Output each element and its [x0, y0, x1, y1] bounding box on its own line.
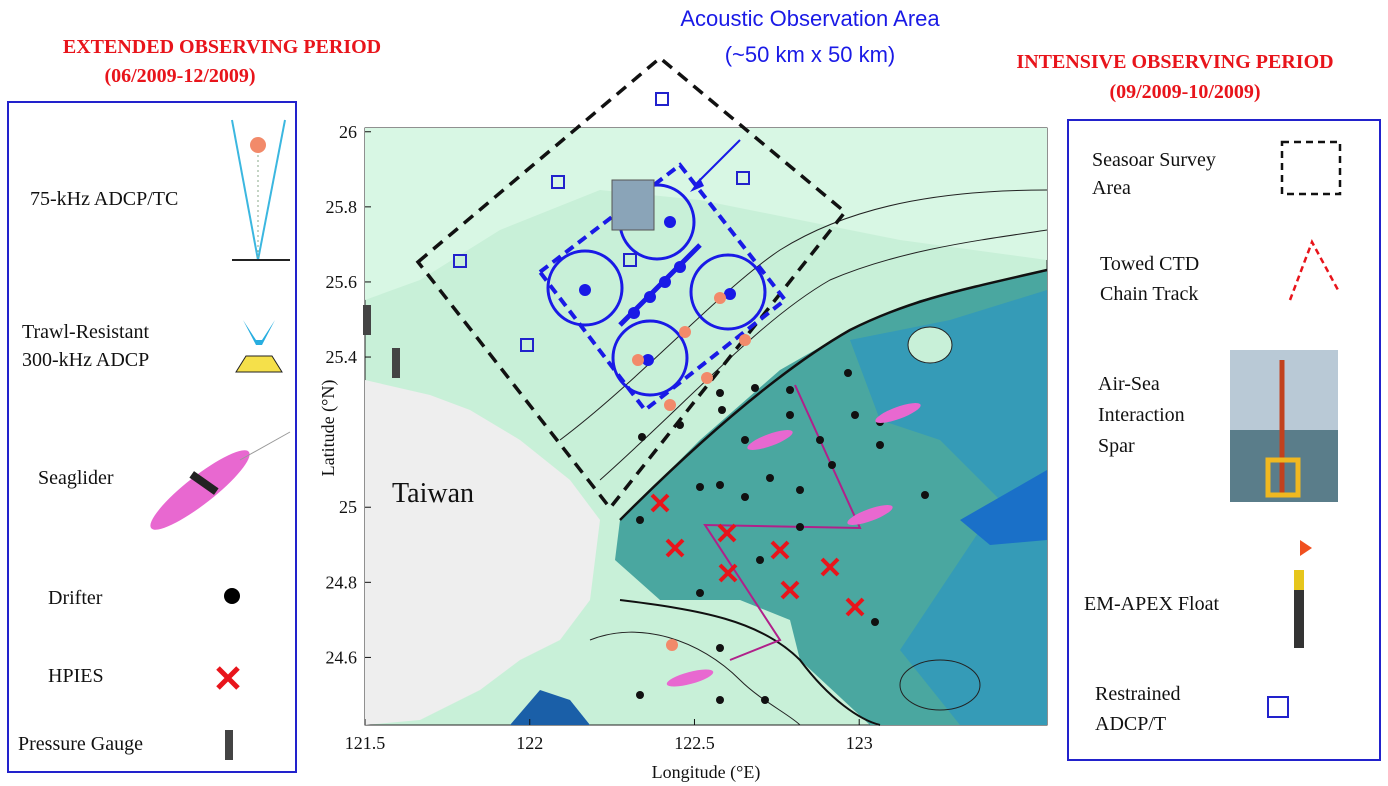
- acoustic-size: (~50 km x 50 km): [725, 42, 896, 67]
- right-period: (09/2009-10/2009): [1109, 81, 1260, 103]
- left-title: EXTENDED OBSERVING PERIOD: [63, 36, 381, 58]
- x-tick-label: 121.5: [345, 733, 386, 753]
- legend-icons: [1230, 142, 1340, 717]
- place-label: Taiwan: [392, 478, 474, 509]
- map: Taiwan: [318, 58, 1047, 783]
- legend-label: EM-APEX Float: [1084, 593, 1219, 615]
- legend-label: Pressure Gauge: [18, 733, 143, 755]
- right-title: INTENSIVE OBSERVING PERIOD: [1016, 51, 1333, 73]
- left-period: (06/2009-12/2009): [104, 65, 255, 87]
- acoustic-title: Acoustic Observation Area: [680, 6, 940, 31]
- y-tick-label: 25.8: [326, 197, 358, 217]
- y-tick-label: 26: [339, 122, 357, 142]
- y-axis-label: Latitude (°N): [318, 380, 339, 477]
- y-tick-label: 24.6: [326, 647, 358, 667]
- y-tick-label: 25: [339, 497, 357, 517]
- x-tick-label: 123: [846, 733, 873, 753]
- legend-label: Seaglider: [38, 467, 114, 489]
- x-axis-label: Longitude (°E): [652, 762, 761, 783]
- figure: EXTENDED OBSERVING PERIOD (06/2009-12/20…: [0, 0, 1388, 786]
- x-tick-label: 122: [516, 733, 543, 753]
- x-tick-label: 122.5: [674, 733, 715, 753]
- y-tick-label: 25.4: [326, 347, 358, 367]
- legend-icons: [143, 120, 290, 760]
- legend-label: 75-kHz ADCP/TC: [30, 188, 178, 210]
- y-tick-label: 25.6: [326, 272, 358, 292]
- legend-label: Drifter: [48, 587, 103, 609]
- legend-label: HPIES: [48, 665, 104, 687]
- y-tick-label: 24.8: [326, 572, 358, 592]
